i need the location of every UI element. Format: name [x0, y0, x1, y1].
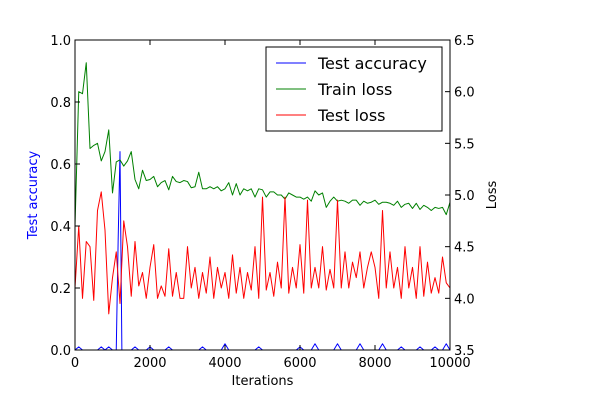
- series-line-test-loss: [74, 191, 451, 315]
- y-right-tick-label: 5.5: [454, 137, 475, 152]
- legend: Test accuracy Train loss Test loss: [265, 46, 443, 132]
- y-left-tick-label: 1.0: [50, 34, 71, 49]
- y-left-tick-label: 0.4: [50, 220, 71, 235]
- y-right-tick-label: 4.5: [454, 241, 475, 256]
- y-left-tick-label: 0.2: [50, 282, 71, 297]
- y-right-tick-label: 5.0: [454, 189, 475, 204]
- x-tick-label: 2000: [133, 356, 166, 371]
- series-line-train-loss: [74, 62, 451, 227]
- x-axis-label: Iterations: [232, 374, 294, 389]
- x-tick-label: 8000: [358, 356, 391, 371]
- x-tick-label: 4000: [208, 356, 241, 371]
- y-right-tick-label: 4.0: [454, 292, 475, 307]
- legend-label-test-accuracy: Test accuracy: [317, 54, 427, 73]
- y-axis-right-label: Loss: [485, 181, 500, 210]
- ticks-layer: 0 2000 4000 6000 8000 10000 0.0 0.2 0.4 0.6 0.8 1.0…: [50, 34, 474, 371]
- y-axis-left-label: Test accuracy: [26, 151, 41, 241]
- x-tick-label: 6000: [283, 356, 316, 371]
- y-right-tick-label: 3.5: [454, 344, 475, 359]
- legend-label-test-loss: Test loss: [317, 106, 386, 125]
- y-right-tick-label: 6.5: [454, 34, 475, 49]
- y-left-tick-label: 0.8: [50, 96, 71, 111]
- y-right-tick-label: 6.0: [454, 86, 475, 101]
- x-tick-label: 10000: [429, 356, 470, 371]
- legend-label-train-loss: Train loss: [317, 80, 392, 99]
- series-line-test-accuracy: [74, 151, 451, 351]
- y-left-tick-label: 0.0: [50, 344, 71, 359]
- y-left-tick-label: 0.6: [50, 158, 71, 173]
- x-tick-label: 0: [71, 356, 79, 371]
